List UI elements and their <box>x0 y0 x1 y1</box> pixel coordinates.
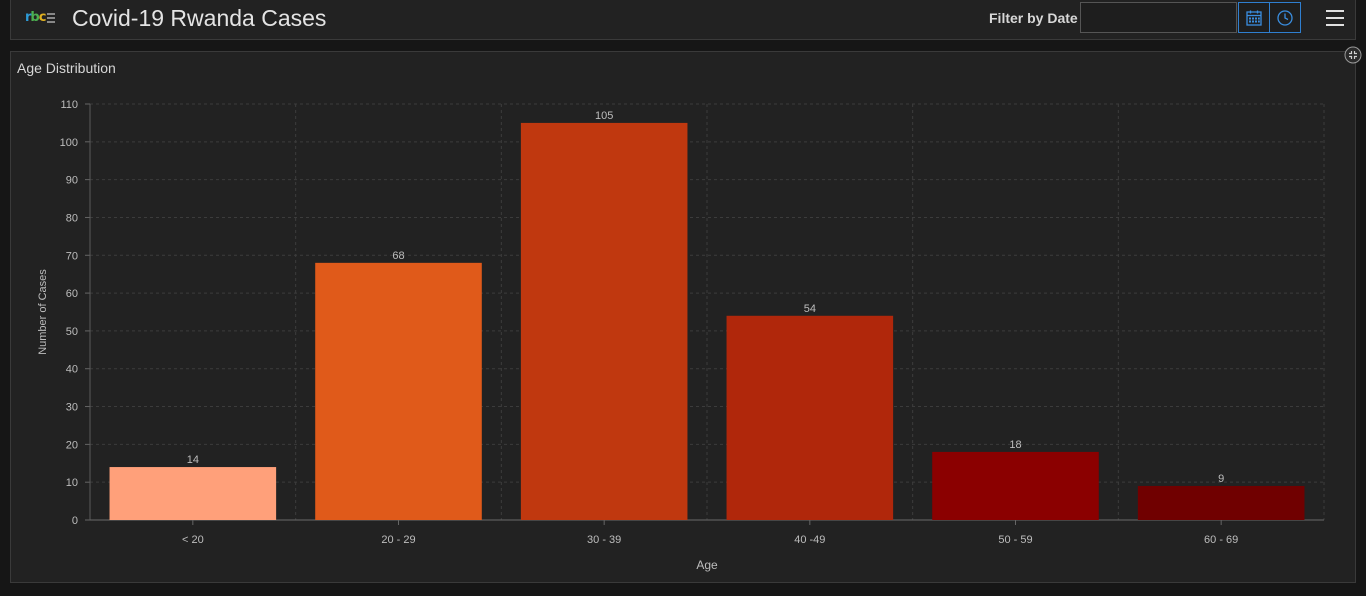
page-title: Covid-19 Rwanda Cases <box>72 5 327 31</box>
bar-0 <box>109 467 277 520</box>
x-axis-title: Age <box>696 558 718 572</box>
x-tick-label: 50 - 59 <box>998 534 1032 546</box>
bar-5 <box>1137 485 1305 520</box>
x-tick-label: 40 -49 <box>794 534 825 546</box>
y-tick-label: 70 <box>66 250 78 262</box>
y-tick-label: 100 <box>60 137 78 149</box>
bar-value-label: 54 <box>804 303 816 315</box>
y-tick-label: 50 <box>66 326 78 338</box>
hamburger-menu-icon[interactable] <box>1323 6 1347 30</box>
logo-lines-icon <box>47 11 56 25</box>
y-tick-label: 10 <box>66 477 78 489</box>
bar-2 <box>520 122 688 520</box>
bar-value-label: 68 <box>392 250 404 262</box>
age-distribution-chart: 0 10 20 30 40 50 60 70 80 90 100 110 14 < 20 68 20 - 29… <box>37 99 1325 572</box>
logo: rbc <box>25 10 56 26</box>
y-tick-label: 110 <box>60 99 78 111</box>
y-tick-label: 40 <box>66 364 78 376</box>
clock-icon <box>1277 9 1293 26</box>
y-tick-label: 60 <box>66 288 78 300</box>
x-tick-label: 30 - 39 <box>587 534 621 546</box>
logo-letter-r: r <box>25 10 32 25</box>
app-header: rbc Covid-19 Rwanda Cases Filter by Date <box>10 0 1356 40</box>
calendar-button[interactable] <box>1238 2 1270 33</box>
bar-value-label: 105 <box>595 110 613 122</box>
bar-value-label: 14 <box>187 454 199 466</box>
logo-letter-b: b <box>30 10 39 25</box>
bar-1 <box>315 262 482 520</box>
y-axis-title: Number of Cases <box>37 269 49 355</box>
x-tick-label: 60 - 69 <box>1204 534 1238 546</box>
filter-by-date-label: Filter by Date <box>989 10 1078 26</box>
bar-3 <box>726 315 894 520</box>
logo-letter-c: c <box>38 10 47 25</box>
y-tick-label: 30 <box>66 402 78 414</box>
date-filter-input[interactable] <box>1080 2 1237 33</box>
expand-icon[interactable] <box>1344 46 1362 64</box>
bar-4 <box>932 451 1099 520</box>
panel-title: Age Distribution <box>17 60 116 76</box>
age-distribution-panel: Age Distribution 0 10 20 30 40 50 60 70 80 90 100 1… <box>10 51 1356 583</box>
y-tick-label: 90 <box>66 175 78 187</box>
x-tick-label: < 20 <box>182 534 204 546</box>
bar-value-label: 18 <box>1009 439 1021 451</box>
y-tick-label: 0 <box>72 515 78 527</box>
time-button[interactable] <box>1269 2 1301 33</box>
bar-value-label: 9 <box>1218 473 1224 485</box>
y-tick-label: 80 <box>66 212 78 224</box>
y-tick-label: 20 <box>66 439 78 451</box>
calendar-icon <box>1246 10 1262 26</box>
x-tick-label: 20 - 29 <box>381 534 415 546</box>
